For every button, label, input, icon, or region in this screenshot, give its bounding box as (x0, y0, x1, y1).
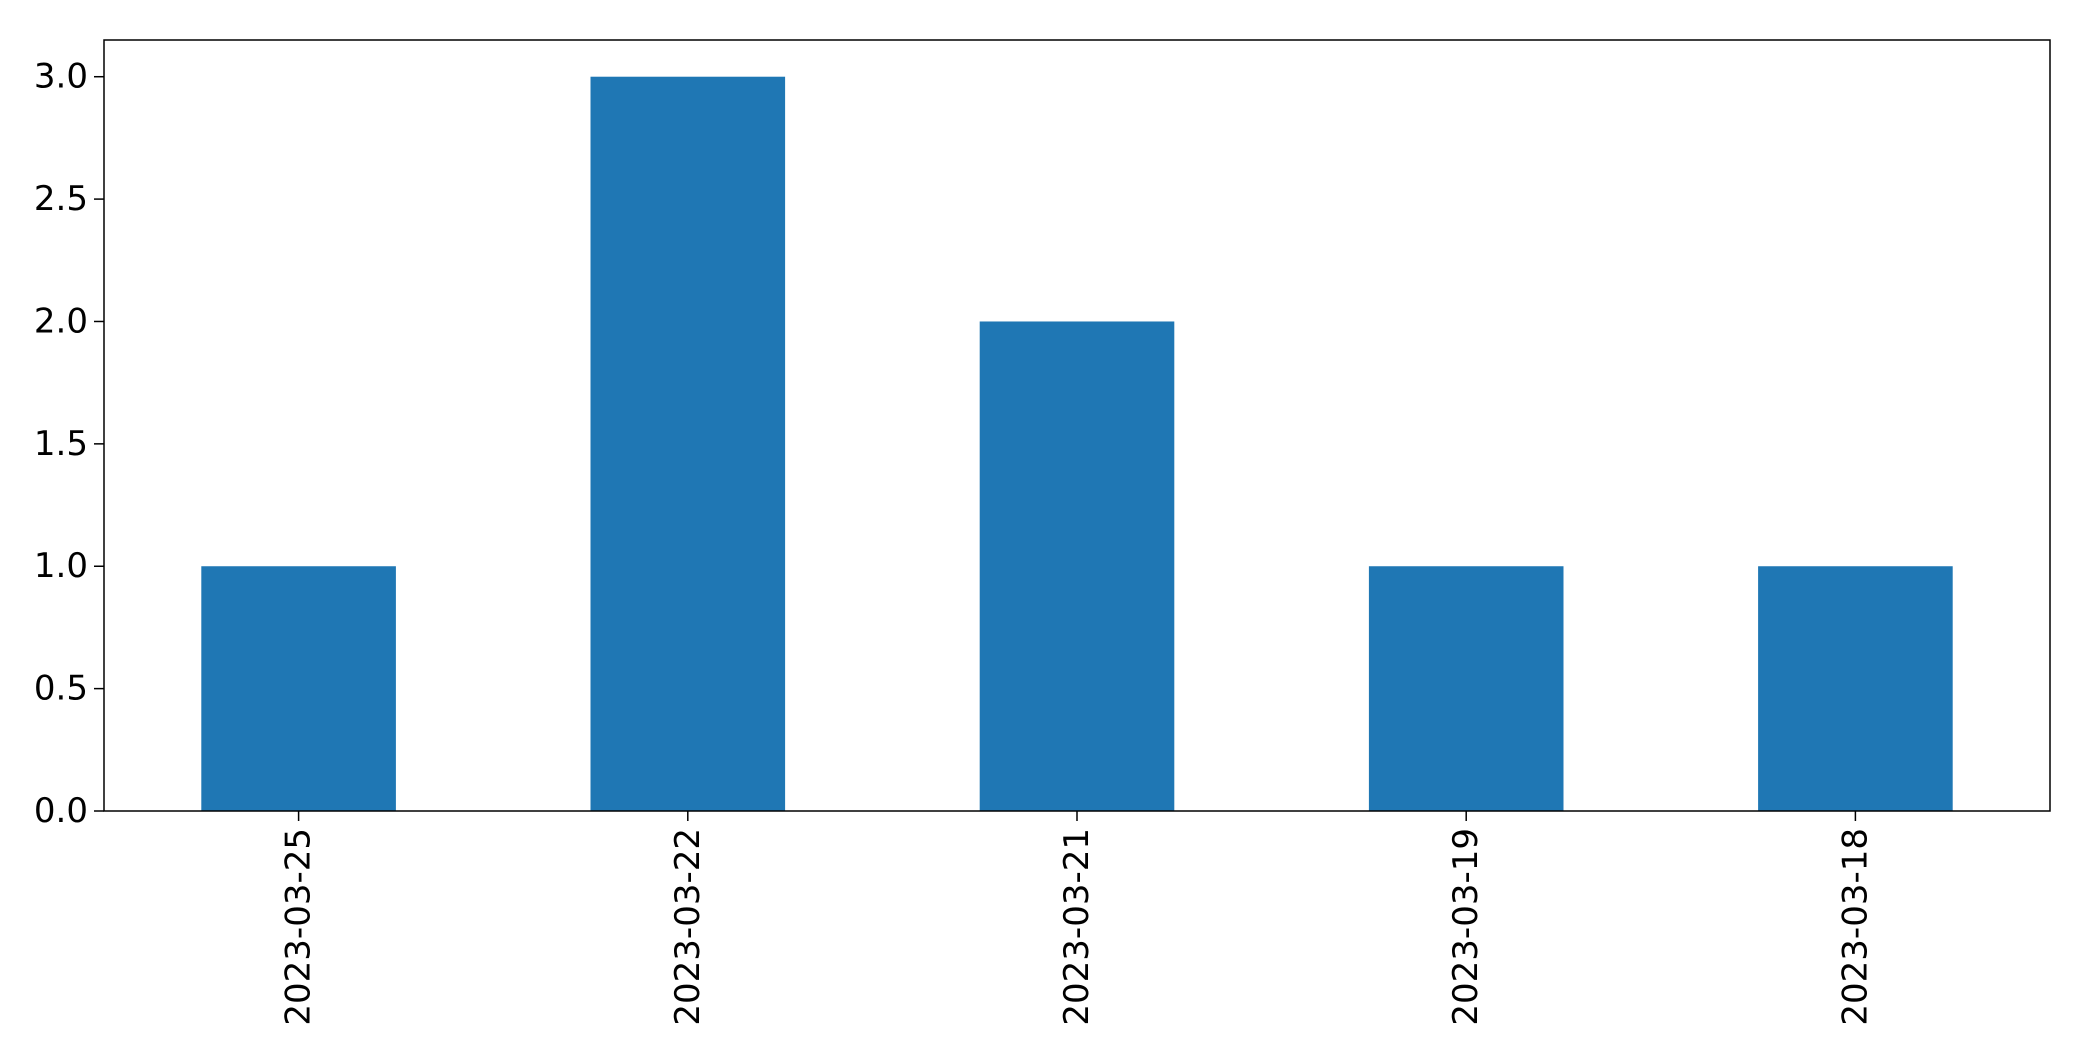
bar-2023-03-25 (201, 566, 396, 811)
x-tick-label: 2023-03-18 (1835, 828, 1875, 1026)
x-axis: 2023-03-25 2023-03-22 2023-03-21 2023-03-19… (279, 811, 1875, 1026)
plot-frame (103, 39, 2051, 812)
bar-2023-03-18 (1758, 566, 1953, 811)
y-axis: 0.0 0.5 1.0 1.5 2.0 2.5 3.0 (34, 57, 104, 831)
bar-2023-03-19 (1368, 566, 1564, 811)
x-tick-label: 2023-03-19 (1446, 828, 1486, 1026)
y-tick-label: 2.0 (34, 301, 88, 341)
x-tick-label: 2023-03-21 (1057, 828, 1097, 1026)
y-tick-label: 1.5 (34, 424, 88, 464)
y-tick-label: 2.5 (34, 179, 88, 219)
bars-group (201, 76, 1953, 811)
bar-2023-03-21 (979, 321, 1175, 811)
y-tick-label: 3.0 (34, 57, 88, 97)
x-tick-label: 2023-03-22 (668, 828, 708, 1026)
x-tick-label: 2023-03-25 (279, 828, 319, 1026)
bar-2023-03-22 (590, 76, 786, 811)
y-tick-label: 0.0 (34, 791, 88, 831)
y-tick-label: 1.0 (34, 546, 88, 586)
y-tick-label: 0.5 (34, 669, 88, 709)
